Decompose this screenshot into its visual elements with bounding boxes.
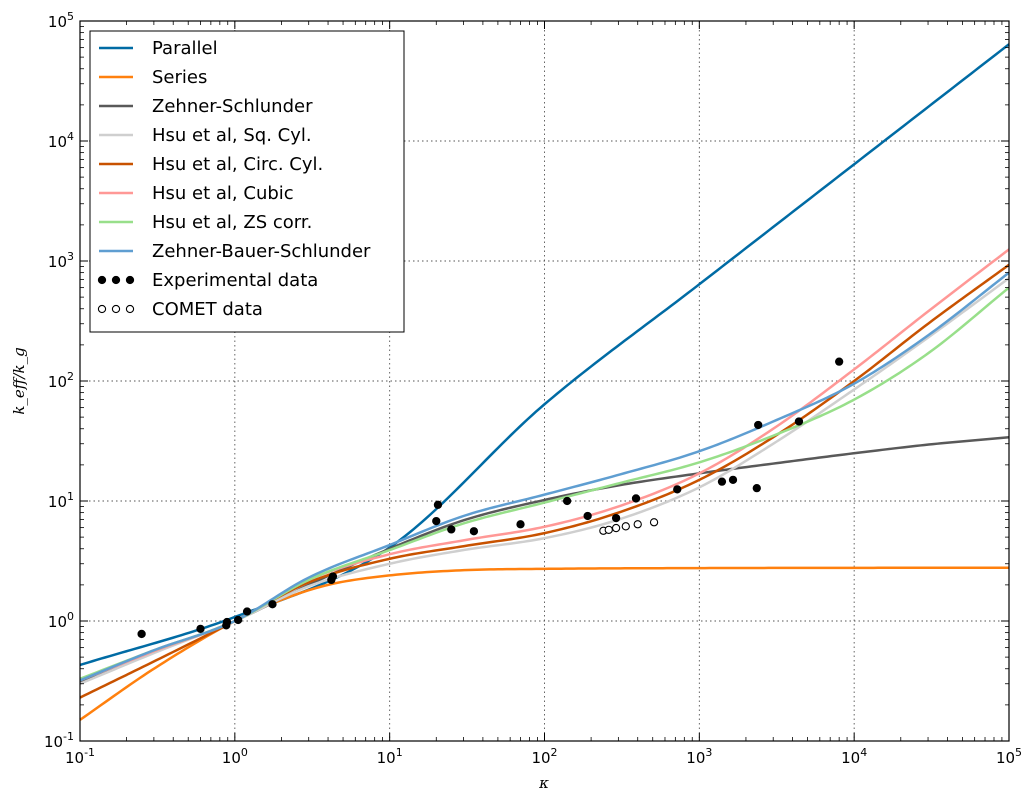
legend-item-parallel: Parallel [99, 38, 218, 59]
experimental-data-point [754, 420, 763, 430]
experimental-data-point [222, 617, 232, 627]
legend: Parallel Series Zehner-Schlunder Hsu et al,… [89, 30, 405, 333]
legend-marker [97, 275, 107, 285]
legend-item-series: Series [99, 67, 207, 88]
experimental-data-point [583, 511, 592, 521]
legend-label: Hsu et al, Sq. Cyl. [152, 125, 312, 146]
experimental-data-point [196, 624, 205, 634]
legend-label: Experimental data [152, 270, 318, 291]
legend-label: COMET data [152, 299, 263, 320]
scatter-points [137, 357, 844, 639]
experimental-data-point [242, 607, 252, 616]
y-axis-label: k_eff/k_g [10, 347, 28, 414]
y-tick-label: 105 [48, 10, 74, 31]
legend-item-hsu-et-al-cubic: Hsu et al, Cubic [99, 183, 294, 204]
legend-marker [111, 304, 121, 314]
comet-data-point [633, 520, 642, 529]
experimental-data-point [611, 513, 621, 523]
legend-label: Zehner-Schlunder [152, 96, 313, 117]
legend-label: Hsu et al, ZS corr. [152, 212, 312, 233]
experimental-data-point [717, 477, 727, 486]
comet-data-point [649, 518, 659, 527]
legend-label: Hsu et al, Cubic [152, 183, 294, 204]
grid [80, 21, 1009, 741]
legend-label: Parallel [152, 38, 218, 59]
x-tick-label: 103 [686, 746, 712, 767]
legend-item-hsu-et-al-sq-cyl: Hsu et al, Sq. Cyl. [99, 125, 312, 146]
legend-marker [97, 304, 107, 314]
experimental-data-point [631, 494, 641, 503]
x-axis-label: κ [538, 774, 549, 792]
legend-item-hsu-et-al-zs-corr: Hsu et al, ZS corr. [99, 212, 312, 233]
experimental-data-point [432, 516, 441, 526]
comet-data-point [611, 523, 621, 533]
legend-item-zehner-schlunder: Zehner-Schlunder [99, 96, 313, 117]
experimental-data-point [673, 485, 682, 494]
comet-data-point [604, 525, 613, 534]
experimental-data-point [728, 475, 738, 485]
x-tick-label: 10-1 [65, 746, 95, 767]
experimental-data-point [752, 483, 761, 493]
legend-item-experimental-data: Experimental data [97, 270, 318, 291]
experimental-data-point [268, 600, 277, 609]
legend-box [89, 30, 405, 333]
experimental-data-point [137, 629, 146, 639]
experimental-data-point [469, 527, 479, 536]
y-tick-label: 103 [48, 250, 74, 271]
experimental-data-point [433, 500, 443, 509]
legend-marker [125, 275, 135, 285]
tick-labels: 10-1 100 101 102 103 104 105 10-1 100 101 102 103 10… [44, 10, 1022, 767]
experimental-data-point [233, 615, 243, 625]
legend-label: Zehner-Bauer-Schlunder [152, 241, 371, 262]
y-tick-label: 101 [48, 490, 74, 511]
experimental-data-point [835, 357, 844, 366]
x-tick-label: 104 [841, 746, 867, 767]
legend-item-hsu-et-al-circ-cyl: Hsu et al, Circ. Cyl. [99, 154, 323, 175]
legend-marker [125, 304, 135, 314]
x-tick-label: 105 [996, 746, 1022, 767]
legend-marker [111, 275, 121, 285]
legend-item-comet-data: COMET data [97, 299, 263, 320]
legend-label: Hsu et al, Circ. Cyl. [152, 154, 323, 175]
experimental-data-point [516, 520, 525, 529]
y-tick-label: 100 [48, 610, 74, 631]
experimental-data-point [328, 572, 338, 581]
legend-label: Series [152, 67, 207, 88]
y-tick-label: 10-1 [44, 730, 74, 751]
y-tick-label: 102 [48, 370, 74, 391]
experimental-data-point [794, 417, 804, 426]
comet-data-point [621, 522, 630, 531]
ticks [79, 20, 1010, 742]
legend-item-zehner-bauer-schlunder: Zehner-Bauer-Schlunder [99, 241, 371, 262]
y-tick-label: 104 [48, 130, 74, 151]
experimental-data-point [562, 496, 572, 506]
x-tick-label: 101 [377, 746, 403, 767]
x-tick-label: 100 [222, 746, 248, 767]
parallel-line [79, 43, 1010, 667]
x-tick-label: 102 [531, 746, 557, 767]
experimental-data-point [447, 525, 456, 534]
